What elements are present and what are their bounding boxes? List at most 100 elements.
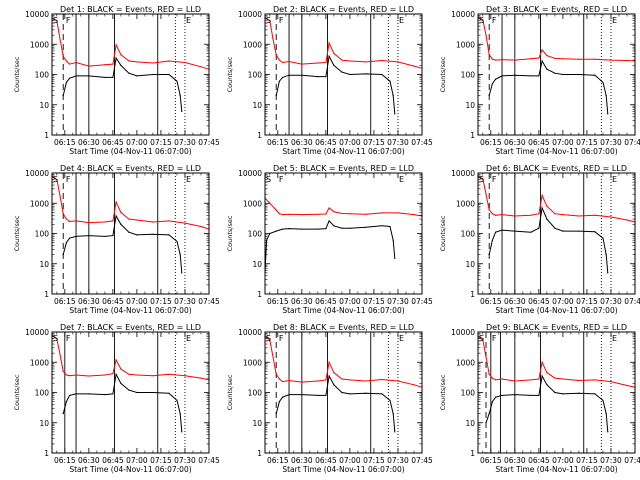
marker-e: E (399, 334, 404, 343)
lld-data-point (501, 214, 503, 216)
events-data-point (136, 234, 138, 236)
events-data-point (578, 73, 580, 76)
events-data-point (365, 226, 367, 228)
lld-data-point (200, 225, 202, 228)
lld-data-point (69, 63, 71, 65)
lld-data-point (626, 59, 628, 62)
lld-data-point (413, 65, 415, 67)
events-series-line (275, 374, 396, 432)
events-data-point (112, 76, 114, 79)
lld-data-point (413, 384, 415, 386)
events-data-point (541, 207, 543, 209)
lld-data-point (381, 212, 383, 214)
events-data-point (128, 231, 130, 233)
panel-8: 1 10 100 1000 10000 06:15 06:30 06:45 07:00 07:15… (226, 323, 433, 474)
lld-data-point (59, 194, 61, 197)
lld-series-line (264, 336, 423, 388)
lld-data-point (288, 379, 290, 382)
events-data-point (69, 77, 71, 79)
events-data-point (488, 254, 490, 256)
lld-data-point (62, 55, 64, 57)
lld-data-point (546, 372, 548, 374)
x-tick-label: 06:30 (504, 138, 526, 147)
events-data-point (541, 60, 543, 62)
marker-s: S (266, 175, 271, 184)
lld-data-point (75, 61, 77, 64)
lld-data-point (365, 380, 367, 382)
events-data-point (275, 413, 277, 415)
x-tick-label: 07:15 (363, 456, 385, 465)
marker-e: E (612, 175, 617, 184)
lld-data-point (152, 375, 154, 377)
events-data-point (605, 413, 607, 415)
y-tick-label: 100 (461, 71, 476, 80)
events-data-point (62, 413, 64, 415)
marker-f: F (66, 334, 71, 343)
x-tick-label: 07:30 (387, 297, 409, 306)
lld-data-point (115, 359, 117, 361)
y-tick-label: 1 (257, 131, 262, 140)
lld-data-point (59, 353, 61, 356)
x-axis-title: Start Time (04-Nov-11 06:07:00) (282, 465, 404, 474)
plot-frame (51, 172, 210, 295)
lld-data-point (333, 372, 335, 374)
lld-data-point (88, 221, 90, 224)
lld-data-point (562, 214, 564, 216)
lld-data-point (554, 213, 556, 215)
lld-data-point (541, 361, 543, 363)
events-data-point (495, 78, 497, 80)
events-data-point (288, 394, 290, 396)
lld-data-point (397, 61, 399, 63)
events-data-point (282, 76, 284, 79)
lld-data-point (128, 60, 130, 62)
y-tick-label: 1000 (456, 358, 475, 367)
events-data-point (120, 223, 122, 225)
y-tick-label: 10 (465, 260, 475, 269)
lld-data-point (349, 213, 351, 215)
marker-f: F (279, 175, 284, 184)
x-axis-title: Start Time (04-Nov-11 06:07:00) (69, 465, 191, 474)
lld-data-point (136, 61, 138, 63)
lld-data-point (341, 378, 343, 380)
events-data-point (179, 95, 181, 97)
lld-data-point (485, 356, 487, 358)
events-data-point (112, 393, 114, 395)
events-data-point (65, 81, 68, 83)
events-data-point (389, 80, 391, 82)
events-data-point (578, 392, 580, 394)
panel-1: 1 10 100 1000 10000 06:15 06:30 06:45 07:00 07:15… (13, 5, 220, 156)
lld-data-point (562, 58, 564, 60)
lld-data-point (514, 380, 516, 382)
lld-data-point (333, 52, 335, 54)
events-data-point (179, 413, 181, 415)
plot-frame (477, 172, 636, 295)
marker-e: E (186, 175, 191, 184)
x-tick-label: 07:45 (624, 456, 640, 465)
lld-data-point (115, 201, 117, 203)
x-tick-label: 06:15 (54, 138, 76, 147)
marker-s: S (266, 16, 271, 25)
y-tick-label: 1 (44, 131, 49, 140)
events-data-point (562, 393, 564, 395)
lld-data-point (200, 377, 202, 379)
lld-data-point (626, 219, 628, 221)
x-tick-label: 07:15 (363, 297, 385, 306)
events-data-point (333, 225, 335, 227)
lld-data-point (495, 379, 497, 381)
events-data-point (325, 76, 327, 78)
lld-data-point (65, 60, 68, 62)
lld-data-point (482, 178, 484, 180)
events-data-point (491, 401, 494, 403)
x-tick-label: 07:00 (126, 138, 148, 147)
lld-data-point (610, 380, 612, 383)
y-axis-title: Counts/sec (439, 215, 447, 251)
x-tick-label: 07:45 (198, 297, 220, 306)
x-tick-label: 06:45 (102, 456, 124, 465)
events-data-point (275, 95, 277, 97)
events-data-point (530, 394, 532, 397)
lld-data-point (278, 378, 281, 380)
x-axis-title: Start Time (04-Nov-11 06:07:00) (495, 306, 617, 315)
events-data-point (69, 394, 71, 397)
events-data-point (381, 393, 383, 395)
lld-data-point (200, 66, 202, 68)
